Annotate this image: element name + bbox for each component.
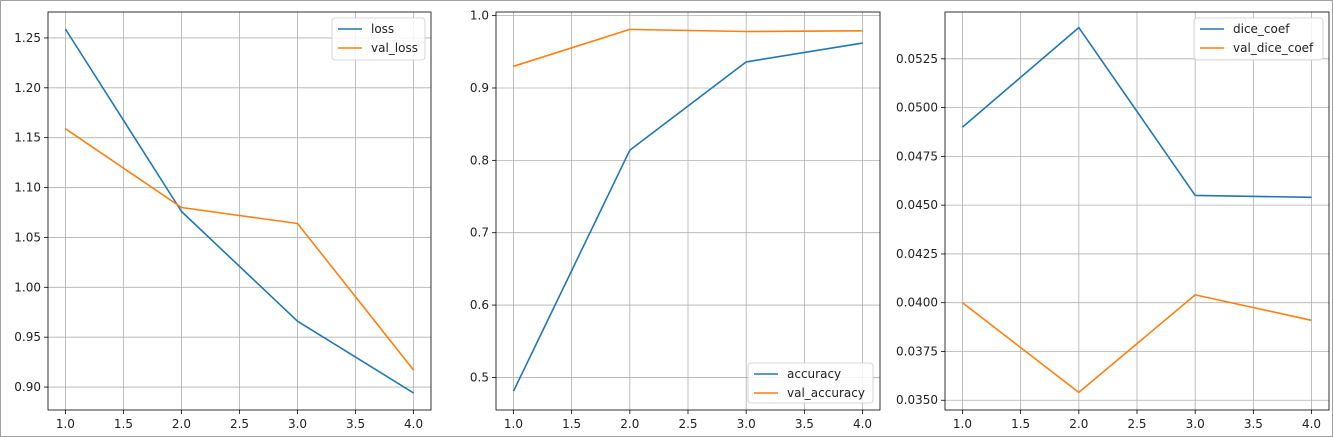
dice-y-tick-label: 0.0350 [896, 393, 938, 407]
loss-y-tick-label: 1.25 [14, 31, 41, 45]
dice-x-tick-label: 2.0 [1069, 417, 1088, 431]
dice-legend-box [1193, 17, 1324, 61]
dice-axes-frame [944, 11, 1330, 411]
accuracy-y-tick-label: 1.0 [470, 9, 489, 23]
val-accuracy-line [513, 28, 863, 68]
accuracy-y-tick-label: 0.8 [470, 153, 489, 167]
dice-coef-chart: 1.0 1.5 2.0 2.5 3.0 3.5 4.0 0.0350 0.0375 0.0400 0… [896, 11, 1330, 431]
dice-coef-line [961, 26, 1312, 199]
dice-y-tick-label: 0.0450 [896, 198, 938, 212]
dice-legend: dice_coef val_dice_coef [1193, 17, 1324, 61]
val-loss-line [64, 128, 415, 371]
loss-axes-frame [47, 11, 432, 411]
dice-x-tick-label: 2.5 [1127, 417, 1146, 431]
accuracy-x-tick-label: 3.0 [737, 417, 756, 431]
accuracy-y-tick-label: 0.5 [470, 370, 489, 384]
dice-x-tick-label: 3.0 [1186, 417, 1205, 431]
loss-y-tick-label: 1.10 [14, 181, 41, 195]
loss-line [64, 28, 415, 394]
accuracy-x-tick-label: 2.0 [620, 417, 639, 431]
loss-chart: 1.0 1.5 2.0 2.5 3.0 3.5 4.0 0.90 0.95 1.00 1.05 1.1… [14, 11, 432, 431]
loss-x-tick-label: 3.5 [346, 417, 365, 431]
dice-y-tick-label: 0.0375 [896, 344, 938, 358]
loss-x-tick-label: 2.0 [172, 417, 191, 431]
accuracy-x-tick-label: 2.5 [678, 417, 697, 431]
dice-x-tick-label: 1.0 [953, 417, 972, 431]
accuracy-x-tick-label: 3.5 [795, 417, 814, 431]
loss-y-tick-label: 1.00 [14, 280, 41, 294]
dice-x-tick-label: 1.5 [1011, 417, 1030, 431]
dice-y-tick-label: 0.0500 [896, 101, 938, 115]
accuracy-y-tick-label: 0.6 [470, 298, 489, 312]
legend-label-val-loss: val_loss [371, 41, 418, 55]
accuracy-axes-frame [495, 11, 881, 411]
loss-y-tick-label: 0.95 [14, 330, 41, 344]
accuracy-legend: accuracy val_accuracy [747, 362, 874, 404]
accuracy-y-tick-label: 0.9 [470, 81, 489, 95]
loss-x-tick-label: 3.0 [288, 417, 307, 431]
loss-y-tick-label: 1.05 [14, 230, 41, 244]
legend-label-val-dice-coef: val_dice_coef [1233, 41, 1314, 55]
accuracy-y-tick-label: 0.7 [470, 226, 489, 240]
legend-label-val-accuracy: val_accuracy [787, 386, 865, 400]
dice-y-tick-label: 0.0475 [896, 149, 938, 163]
legend-label-dice-coef: dice_coef [1233, 22, 1290, 36]
dice-x-tick-label: 3.5 [1244, 417, 1263, 431]
accuracy-x-tick-label: 1.5 [562, 417, 581, 431]
dice-y-tick-label: 0.0400 [896, 296, 938, 310]
dice-x-tick-label: 4.0 [1302, 417, 1321, 431]
loss-legend: loss val_loss [331, 17, 426, 61]
accuracy-x-tick-label: 4.0 [853, 417, 872, 431]
loss-x-tick-label: 1.5 [114, 417, 133, 431]
accuracy-legend-box [747, 362, 874, 404]
loss-x-tick-label: 1.0 [56, 417, 75, 431]
loss-y-tick-label: 1.15 [14, 131, 41, 145]
dice-y-tick-label: 0.0425 [896, 247, 938, 261]
dice-y-tick-label: 0.0525 [896, 52, 938, 66]
loss-x-tick-label: 4.0 [404, 417, 423, 431]
legend-label-loss: loss [371, 22, 394, 36]
accuracy-line [512, 42, 863, 392]
loss-y-tick-label: 0.90 [14, 380, 41, 394]
accuracy-chart: 1.0 1.5 2.0 2.5 3.0 3.5 4.0 0.5 0.6 0.7 0.8 0.9 1.0 a… [470, 9, 881, 431]
val-dice-coef-line [962, 294, 1312, 394]
legend-label-accuracy: accuracy [787, 367, 841, 381]
loss-y-tick-label: 1.20 [14, 81, 41, 95]
accuracy-x-tick-label: 1.0 [504, 417, 523, 431]
loss-x-tick-label: 2.5 [230, 417, 249, 431]
